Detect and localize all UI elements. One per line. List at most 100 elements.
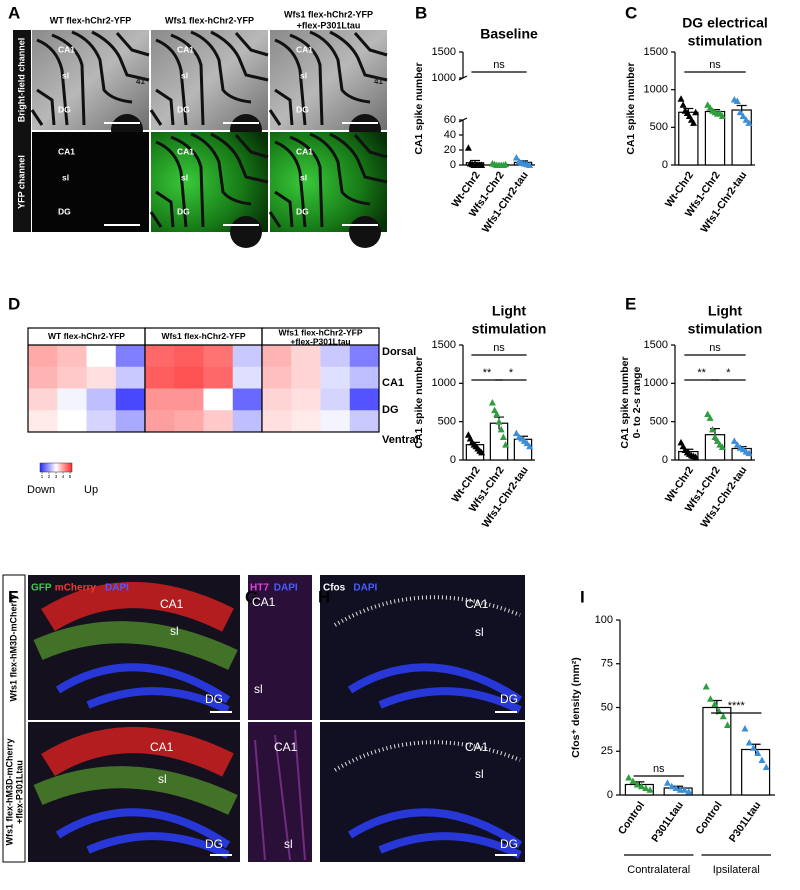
y-tick-label: 1000 [644,377,668,389]
data-point [685,788,693,795]
data-point [677,95,685,102]
scale-number: 41 [374,77,383,86]
ht7-image [248,575,312,720]
significance-label: ** [483,367,492,379]
data-point [742,116,750,123]
region-label: CA1 [465,597,489,611]
chart-title: Baseline [480,26,538,42]
chart-title: stimulation [688,321,763,337]
y-tick-label: 1000 [432,377,456,389]
y-tick-label: 0 [450,454,456,466]
region-label: DG [500,692,518,706]
color-bar-tick-label: 1 [41,474,44,479]
significance-label: ns [709,342,721,354]
y-tick-label: 1500 [644,46,668,58]
significance-label: ns [493,342,505,354]
heatmap-cell [232,388,263,411]
y-axis-label: CA1 spike number [619,356,631,448]
y-tick-label: 500 [438,416,456,428]
data-point [672,784,680,791]
data-point [679,101,687,108]
color-bar-tick-label: 4 [62,474,65,479]
region-label: sl [181,70,188,80]
heatmap-cell [86,388,117,411]
data-point [502,160,510,168]
region-label: sl [62,172,69,182]
heatmap-cell [203,345,234,368]
data-point [704,410,712,417]
data-point [464,144,472,151]
region-label: CA1 [296,146,313,156]
data-point [706,414,714,421]
y-tick-label: 1500 [432,46,456,58]
heatmap-cell [320,388,351,411]
heatmap-cell [115,366,146,389]
data-point [706,695,714,702]
heatmap-cell [57,366,87,389]
heatmap-cell [232,345,263,368]
y-axis-label: CA1 spike number [625,62,637,154]
y-tick-label: 40 [444,129,456,141]
group-label: Ipsilateral [713,864,760,876]
heatmap-cell [145,410,175,433]
heatmap-cell [86,345,117,368]
y-tick-label: 500 [650,121,668,133]
y-tick-label: 25 [601,745,613,757]
heatmap-cell [57,410,87,433]
y-tick-label: 75 [601,658,613,670]
region-label: sl [475,625,484,639]
region-label: sl [284,837,293,851]
heatmap-cell [349,345,380,368]
data-point [730,437,738,444]
y-tick-label: 1500 [644,339,668,351]
region-label: CA1 [177,44,194,54]
region-label: DG [500,837,518,851]
panel-a-images [13,30,389,250]
data-point [493,410,501,417]
heatmap-cell [145,388,175,411]
yfp-image [32,132,149,232]
legend-label: Up [84,484,98,496]
data-point [758,756,766,763]
region-label: DG [296,206,309,216]
y-tick-label: 1000 [432,72,456,84]
row-label: Bright-field channel [16,38,26,123]
row-label-box [13,30,31,232]
region-label: CA1 [160,597,184,611]
column-header: +flex-P301Ltau [290,336,350,346]
heatmap-cell [115,410,146,433]
heatmap-cell [291,388,321,411]
x-tick-label: Control [693,799,724,837]
region-label: DG [177,104,190,114]
scale-number: 41 [136,77,145,86]
x-tick-label: Control [616,799,647,837]
heatmap-cell [28,366,58,389]
heatmap-cell [320,366,351,389]
data-point [713,437,721,444]
heatmap-cell [291,410,321,433]
chart-title: stimulation [688,33,763,49]
data-point [690,119,698,126]
heatmap-cell [174,345,204,368]
heatmap-cell [291,345,321,368]
panel-letter: C [625,3,637,22]
color-bar [39,462,73,473]
significance-label: **** [728,700,746,712]
significance-label: ns [493,59,505,71]
heatmap-cell [349,366,380,389]
data-point [724,721,732,728]
data-point [711,433,719,440]
region-label: CA1 [150,740,174,754]
heatmap-cell [203,410,234,433]
y-tick-label: 50 [601,701,613,713]
heatmap-cell [291,366,321,389]
region-label: DG [296,104,309,114]
y-tick-label: 0 [450,159,456,171]
data-point [733,441,741,448]
color-bar-tick-label: 5 [69,474,72,479]
stain-label: DAPI [274,583,298,594]
row-label: DG [382,404,399,416]
panel-letter: F [8,587,18,606]
column-header: Wfs1 flex-hChr2-YFP [165,15,254,25]
